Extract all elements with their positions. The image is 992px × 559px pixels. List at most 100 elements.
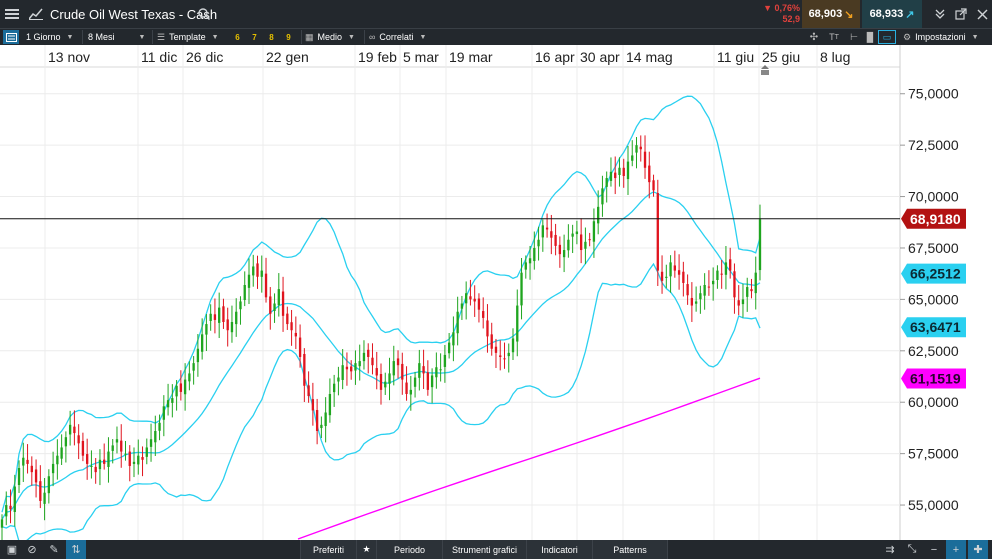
candle [362,340,366,370]
candle-body [554,234,557,246]
candle [413,371,417,398]
candle-body [520,272,523,306]
correlati-dropdown[interactable]: ∞ Correlati ▼ [369,29,426,45]
instrument-title[interactable]: Crude Oil West Texas - Cash [50,7,218,22]
candle [9,489,12,524]
candle-body [409,389,412,395]
candle [235,298,238,337]
candle [418,349,421,391]
candle [303,348,306,403]
crosshair-icon[interactable]: ✣ [809,31,819,43]
candle [230,305,234,343]
periodo-tab[interactable]: Periodo [376,540,442,559]
star-icon[interactable]: ★ [356,540,376,559]
bollinger-middle-band [1,191,761,520]
candle [375,351,378,390]
candle-body [73,426,76,434]
candle [652,174,655,197]
layout-6-button[interactable]: 6 [235,33,240,42]
bottom-bar: ▣ ⊘ ✎ ⇅ Preferiti ★ Periodo Strumenti gr… [0,540,992,559]
candle [0,514,4,540]
shape-tool-icon[interactable]: ▭ [878,30,896,44]
timeframe-dropdown[interactable]: 1 Giorno ▼ [26,29,73,45]
medio-dropdown[interactable]: ▦ Medio ▼ [305,29,355,45]
strumenti-grafici-tab[interactable]: Strumenti grafici [442,540,526,559]
link-icon: ∞ [369,32,376,42]
y-tick-label: 72,5000 [908,137,959,153]
buy-price-button[interactable]: 68,933 ↗ [862,0,922,28]
hamburger-menu-icon[interactable] [0,0,24,28]
sell-price-button[interactable]: 68,903 ↘ [802,0,860,28]
candle [490,322,493,356]
candle-body [401,363,404,380]
candle-body [452,332,455,346]
candle-body [154,431,157,443]
pointer-icon[interactable]: ⇅ [66,540,86,559]
strumenti-label: Strumenti grafici [451,544,518,555]
layout-9-button[interactable]: 9 [286,33,291,42]
candle-body [639,146,642,150]
candle-body [183,379,187,395]
pencil-icon[interactable]: ✎ [49,544,59,556]
candle-body [137,455,140,465]
chevron-down-icon: ▼ [66,33,74,41]
candle-body [260,270,263,277]
candle [328,378,332,423]
zoom-out-icon[interactable]: − [930,543,938,556]
candle-body [396,358,400,366]
impostazioni-dropdown[interactable]: ⚙ Impostazioni ▼ [903,29,979,45]
candle-body [660,271,664,281]
candle [469,279,472,306]
close-icon[interactable] [972,0,992,28]
disable-icon[interactable]: ⊘ [27,544,37,556]
candle-body [729,259,732,271]
candle-body [665,276,668,278]
candle [166,383,170,416]
collapse-icon[interactable] [930,0,950,28]
candle-body [324,412,327,427]
candle [592,208,596,258]
preferiti-tab[interactable]: Preferiti [300,540,356,559]
candle-body [677,270,681,275]
candle [5,491,8,526]
scroll-up-icon [761,65,769,69]
y-tick-label: 70,0000 [908,189,959,205]
candle-body [30,465,33,473]
chevron-down-icon: ▼ [419,33,427,41]
crosshair-zoom-icon[interactable]: ✚ [968,540,988,559]
candle [677,254,681,290]
chart-type-icon[interactable] [26,0,46,28]
zoom-in-icon[interactable]: + [946,540,966,559]
candle [554,223,557,256]
candle [294,316,297,350]
draw-line-icon[interactable]: █ [866,32,874,42]
candle-body [541,225,544,238]
popout-icon[interactable] [951,0,971,28]
candle-body [575,231,579,235]
candle [111,439,114,464]
candle [648,151,651,199]
scale-icon[interactable]: ⇉ [885,544,895,556]
fit-icon[interactable]: ⤡ [907,543,917,555]
layout-7-button[interactable]: 7 [252,33,257,42]
ruler-icon[interactable]: ⊢ [850,31,858,42]
range-label: 8 Mesi [88,32,115,42]
search-icon[interactable] [195,0,213,28]
candle [384,372,387,395]
sidebar-toggle-icon[interactable] [3,30,19,44]
price-chart[interactable]: 13 nov 11 dic 26 dic 22 gen 19 feb 5 mar 19 ma… [0,45,992,540]
candle [218,292,221,339]
indicatori-tab[interactable]: Indicatori [526,540,592,559]
candle [746,277,749,312]
patterns-tab[interactable]: Patterns [592,540,668,559]
candle-body [503,358,506,360]
candle-body [648,165,651,183]
cursor-icon[interactable]: ▣ [6,544,18,556]
layout-8-button[interactable]: 8 [269,33,274,42]
candle-body [145,447,148,457]
candle [720,259,723,289]
candle-body [0,519,4,528]
range-dropdown[interactable]: 8 Mesi ▼ [88,29,145,45]
template-dropdown[interactable]: ☰ Template ▼ [157,29,219,45]
